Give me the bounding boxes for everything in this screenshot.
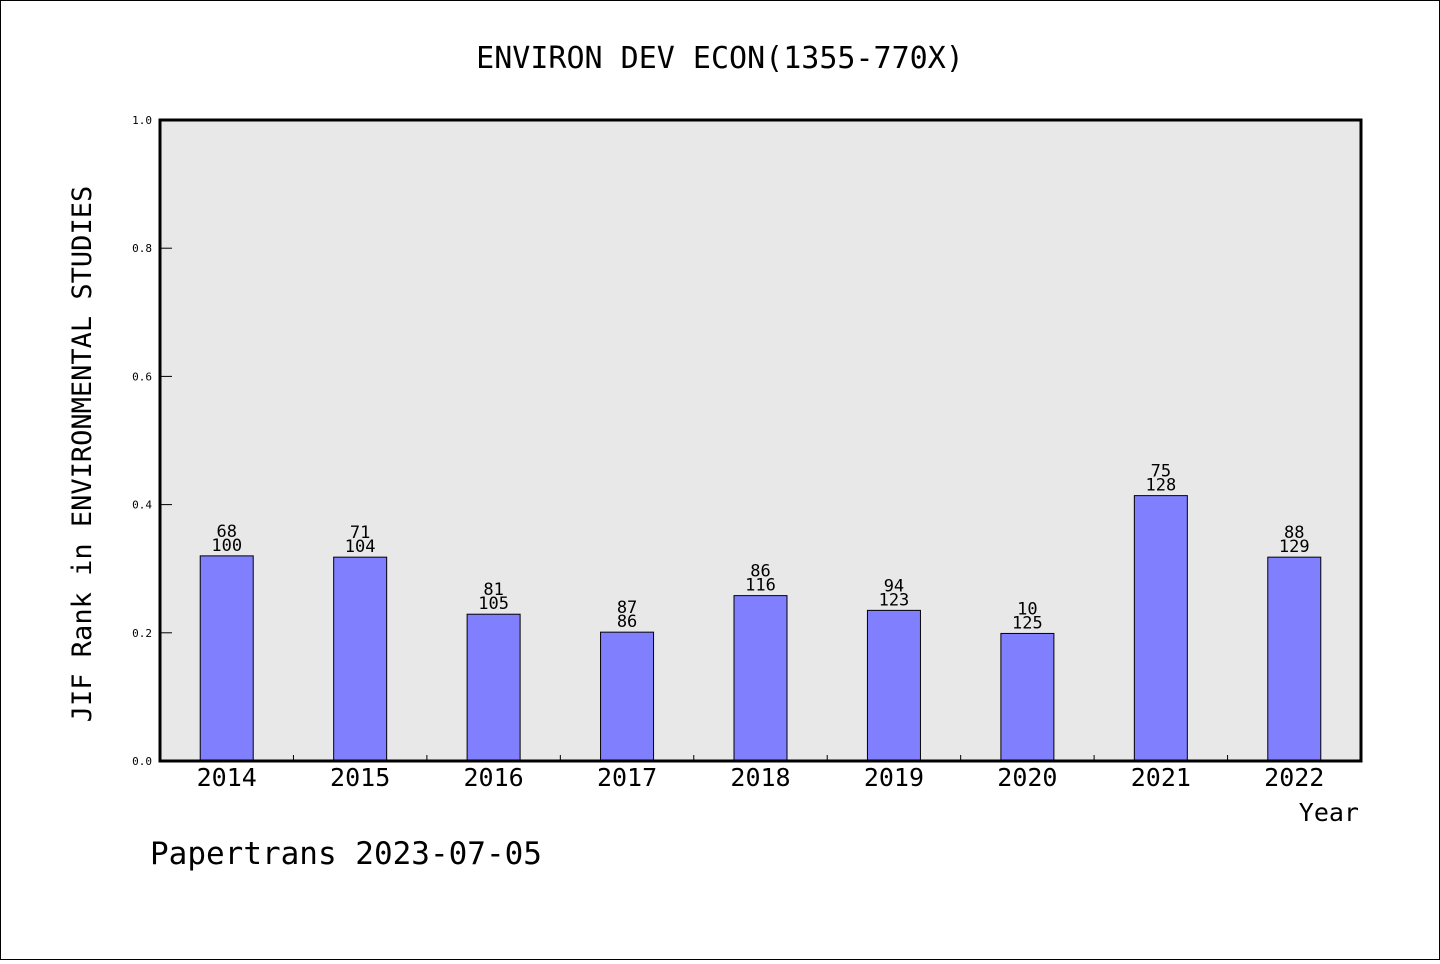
y-tick-label: 0.6	[132, 370, 152, 383]
bar-rank-label: 75	[1151, 462, 1171, 482]
y-tick-label: 0.2	[132, 627, 152, 640]
bar-rank-label: 81	[483, 580, 503, 600]
bar-total-label: 100	[211, 536, 242, 556]
bar-2014	[199, 555, 254, 762]
y-tick-label: 1.0	[132, 114, 152, 127]
x-tick-label: 2021	[1131, 763, 1191, 792]
x-tick-label: 2018	[730, 763, 790, 792]
y-tick-label: 0.0	[132, 755, 152, 768]
bar-2022	[1267, 556, 1322, 762]
bar-rank-label: 68	[216, 522, 236, 542]
footer-text: Papertrans 2023-07-05	[150, 836, 542, 872]
y-axis-label: JIF Rank in ENVIRONMENTAL STUDIES	[67, 186, 98, 722]
bar-total-label: 128	[1145, 476, 1176, 496]
y-tick-label: 0.4	[132, 499, 152, 512]
x-tick-label: 2019	[864, 763, 924, 792]
bar-total-label: 129	[1279, 537, 1310, 557]
x-tick-label: 2017	[597, 763, 657, 792]
bar-total-label: 86	[617, 612, 637, 632]
x-tick-label: 2014	[197, 763, 257, 792]
bar-2015	[333, 556, 388, 762]
y-tick-label: 0.8	[132, 242, 152, 255]
bar-2020	[1000, 632, 1055, 762]
plot-border	[158, 118, 1363, 763]
x-tick-label: 2020	[997, 763, 1057, 792]
y-ticks-layer: 0.0 0.2 0.4 0.6 0.8 1.0	[132, 114, 172, 768]
bar-2018	[733, 595, 788, 762]
bar-rank-label: 88	[1284, 523, 1304, 543]
bar-total-label: 116	[745, 576, 776, 596]
bar-total-label: 123	[879, 590, 910, 610]
bar-2016	[466, 613, 521, 762]
bar-total-label: 105	[478, 594, 509, 614]
x-axis-label: Year	[1299, 798, 1359, 827]
bar-rank-label: 10	[1017, 599, 1037, 619]
bar-rank-label: 86	[750, 562, 770, 582]
bar-2017	[600, 631, 655, 762]
bar-rank-label: 87	[617, 598, 637, 618]
chart-title: ENVIRON DEV ECON(1355-770X)	[476, 41, 964, 76]
x-ticks-layer: 2014 2015 2016 2017 2018 2019 2020 2021 2022	[197, 755, 1324, 792]
bar-total-label: 125	[1012, 613, 1043, 633]
bar-rank-label: 71	[350, 523, 370, 543]
x-tick-label: 2015	[330, 763, 390, 792]
x-tick-label: 2016	[464, 763, 524, 792]
bar-2019	[866, 609, 921, 762]
bar-2021	[1133, 495, 1188, 762]
x-tick-label: 2022	[1264, 763, 1324, 792]
bar-rank-label: 94	[884, 576, 904, 596]
bar-total-label: 104	[345, 537, 376, 557]
